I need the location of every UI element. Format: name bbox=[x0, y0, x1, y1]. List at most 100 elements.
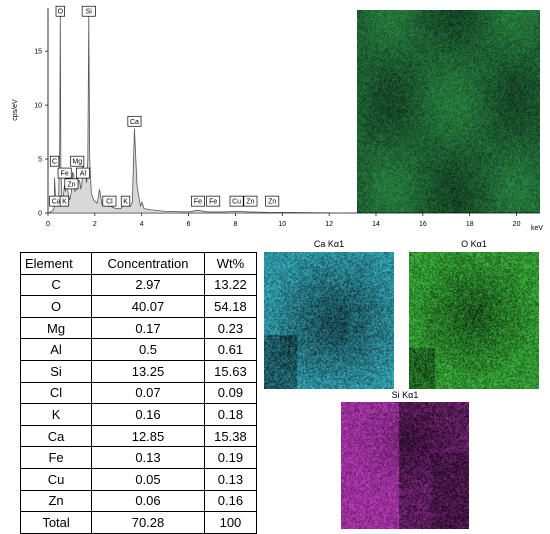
peak-label: Ca bbox=[127, 115, 142, 127]
peak-label-text: Zn bbox=[246, 199, 254, 206]
peak-label-box bbox=[102, 195, 117, 207]
concentration-cell: 12.85 bbox=[91, 424, 205, 448]
table-row: Zn 0.06 0.16 bbox=[19, 489, 258, 513]
peak-label-box bbox=[75, 167, 90, 179]
peak-label-text: Si bbox=[86, 9, 93, 16]
o-map-image bbox=[409, 252, 539, 389]
peak-label-box bbox=[229, 195, 244, 207]
peak-label-box bbox=[70, 155, 85, 167]
peak-label-box bbox=[206, 195, 221, 207]
element-cell: Zn bbox=[19, 489, 93, 513]
peak-label: K bbox=[120, 195, 131, 207]
peak-label-box bbox=[59, 195, 70, 207]
peak-label: Fe bbox=[190, 195, 205, 207]
si-map-image bbox=[341, 402, 469, 529]
composite-map-image bbox=[357, 10, 540, 213]
y-tick-label: 10 bbox=[34, 103, 42, 110]
x-tick-label: 16 bbox=[419, 221, 427, 228]
peak-label: Fe bbox=[206, 195, 221, 207]
table-row: Total 70.28 100 bbox=[19, 511, 258, 534]
concentration-cell: 0.07 bbox=[91, 381, 205, 405]
concentration-cell: 0.5 bbox=[91, 338, 205, 361]
wt-percent-cell: 0.09 bbox=[203, 381, 258, 405]
table-row: Fe 0.13 0.19 bbox=[19, 446, 258, 469]
concentration-cell: 0.13 bbox=[91, 446, 205, 469]
ca-map-texture bbox=[264, 252, 394, 389]
table-row: O 40.07 54.18 bbox=[19, 295, 258, 318]
peak-label-box bbox=[64, 178, 79, 190]
table-header-row: Element Concentration Wt% bbox=[19, 252, 258, 275]
peak-label-box bbox=[55, 5, 65, 17]
y-axis-label: cps/eV bbox=[12, 99, 19, 121]
peak-label-box bbox=[57, 167, 72, 179]
si-map-texture bbox=[341, 402, 469, 529]
x-tick-label: 14 bbox=[372, 221, 380, 228]
concentration-cell: 0.05 bbox=[91, 467, 205, 491]
element-cell: Cl bbox=[19, 381, 93, 405]
element-cell: Cu bbox=[19, 467, 93, 491]
peak-label-text: Fe bbox=[209, 199, 217, 206]
x-tick-label: 2 bbox=[93, 221, 97, 228]
peak-label: Al bbox=[75, 167, 90, 179]
peak-label-box bbox=[190, 195, 205, 207]
o-ka1-map bbox=[409, 252, 539, 389]
element-cell: Ca bbox=[19, 424, 93, 448]
header-concentration: Concentration bbox=[91, 252, 205, 275]
peak-label-box bbox=[81, 5, 96, 17]
peak-label-text: C bbox=[52, 159, 57, 166]
x-tick-label: 0 bbox=[46, 221, 50, 228]
peak-label-text: O bbox=[58, 9, 64, 16]
concentration-cell: 13.25 bbox=[91, 359, 205, 383]
concentration-cell: 0.17 bbox=[91, 316, 205, 340]
peak-label-text: Zn bbox=[67, 181, 75, 188]
peak-label-text: Fe bbox=[194, 199, 202, 206]
ca-map-title: Ca Kα1 bbox=[313, 239, 345, 249]
x-tick-label: 4 bbox=[140, 221, 144, 228]
peak-label: Fe bbox=[57, 167, 72, 179]
x-tick-label: 6 bbox=[187, 221, 191, 228]
element-cell: K bbox=[19, 403, 93, 426]
y-tick-label: 15 bbox=[34, 49, 42, 56]
element-cell: Total bbox=[19, 511, 93, 534]
x-tick-label: 10 bbox=[278, 221, 286, 228]
wt-percent-cell: 0.16 bbox=[203, 489, 258, 513]
peak-label-text: Ca bbox=[130, 119, 139, 126]
peak-label-text: Cu bbox=[232, 199, 241, 206]
header-wt-percent: Wt% bbox=[203, 252, 258, 275]
peak-label-text: Cl bbox=[106, 199, 113, 206]
peak-label: Si bbox=[81, 5, 96, 17]
wt-percent-cell: 0.19 bbox=[203, 446, 258, 469]
composition-table: Element Concentration Wt% C 2.97 13.22 O 40.… bbox=[19, 252, 258, 534]
peak-label: O bbox=[55, 5, 65, 17]
peak-label-box bbox=[120, 195, 131, 207]
si-map-title: Si Kα1 bbox=[391, 390, 419, 400]
peak-label-text: Ca bbox=[52, 199, 61, 206]
table-row: Mg 0.17 0.23 bbox=[19, 316, 258, 340]
concentration-cell: 0.16 bbox=[91, 403, 205, 426]
spectrum-series-line bbox=[47, 13, 348, 214]
peak-label: Cl bbox=[102, 195, 117, 207]
wt-percent-cell: 0.13 bbox=[203, 467, 258, 491]
peak-label: Cu bbox=[229, 195, 244, 207]
wt-percent-cell: 0.61 bbox=[203, 338, 258, 361]
concentration-cell: 0.06 bbox=[91, 489, 205, 513]
peak-label: Zn bbox=[243, 195, 258, 207]
si-ka1-map bbox=[341, 402, 469, 529]
o-map-texture bbox=[409, 252, 539, 389]
peak-label-text: Mg bbox=[72, 159, 82, 166]
x-tick-label: 20 bbox=[513, 221, 521, 228]
element-cell: Si bbox=[19, 359, 93, 383]
peak-label-box bbox=[265, 195, 280, 207]
header-element: Element bbox=[19, 252, 93, 275]
y-tick-label: 0 bbox=[38, 211, 42, 218]
o-map-title: O Kα1 bbox=[461, 239, 487, 249]
element-cell: Al bbox=[19, 338, 93, 361]
element-cell: C bbox=[19, 273, 93, 297]
wt-percent-cell: 15.63 bbox=[203, 359, 258, 383]
peak-label-text: Al bbox=[80, 171, 87, 178]
peak-label-box bbox=[243, 195, 258, 207]
ca-ka1-map bbox=[264, 252, 394, 389]
wt-percent-cell: 15.38 bbox=[203, 424, 258, 448]
wt-percent-cell: 54.18 bbox=[203, 295, 258, 318]
peak-label-text: K bbox=[123, 199, 128, 206]
